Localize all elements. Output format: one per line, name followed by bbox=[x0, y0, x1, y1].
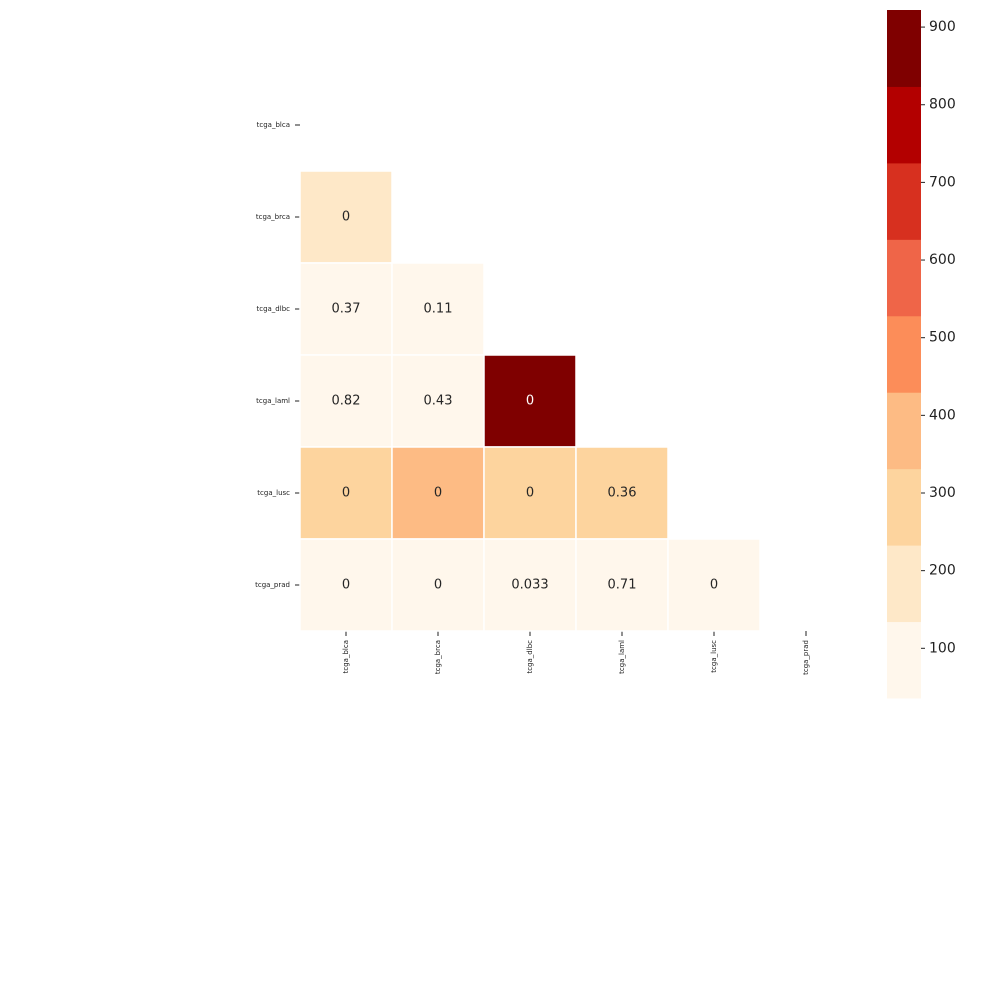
colorbar-tick-label: 800 bbox=[929, 97, 956, 113]
cell-annotation: 0 bbox=[526, 394, 534, 409]
cell-annotation: 0 bbox=[710, 578, 718, 593]
cell-annotation: 0.033 bbox=[511, 578, 548, 593]
cell-annotation: 0 bbox=[342, 210, 350, 225]
y-tick-label: tcga_brca bbox=[256, 213, 290, 221]
heatmap-cell bbox=[483, 446, 577, 540]
colorbar-band bbox=[887, 86, 921, 164]
colorbar-band bbox=[887, 621, 921, 699]
cell-annotation: 0 bbox=[342, 486, 350, 501]
colorbar-band bbox=[887, 392, 921, 470]
x-tick-label: tcga_blca bbox=[342, 640, 350, 673]
x-tick-label: tcga_dlbc bbox=[526, 640, 534, 674]
colorbar-tick-label: 400 bbox=[929, 407, 956, 423]
colorbar-tick-label: 300 bbox=[929, 485, 956, 501]
colorbar-tick-label: 700 bbox=[929, 174, 956, 190]
heatmap-cell bbox=[299, 354, 393, 448]
colorbar-tick-label: 600 bbox=[929, 252, 956, 268]
heatmap-cell bbox=[483, 538, 577, 632]
cell-annotation: 0 bbox=[342, 578, 350, 593]
heatmap-cell bbox=[299, 170, 393, 264]
cell-annotation: 0 bbox=[434, 578, 442, 593]
cell-annotation: 0.36 bbox=[608, 486, 637, 501]
y-tick-label: tcga_prad bbox=[255, 581, 290, 589]
colorbar-band bbox=[887, 468, 921, 546]
heatmap-cell bbox=[575, 446, 669, 540]
x-tick-label: tcga_lusc bbox=[710, 640, 718, 673]
cell-annotation: 0 bbox=[526, 486, 534, 501]
colorbar-tick-label: 200 bbox=[929, 563, 956, 579]
heatmap-cell bbox=[391, 262, 485, 356]
y-tick-label: tcga_laml bbox=[256, 397, 290, 405]
colorbar-tick-label: 500 bbox=[929, 330, 956, 346]
heatmap-cell bbox=[299, 538, 393, 632]
x-tick-label: tcga_brca bbox=[434, 640, 442, 674]
colorbar-tick-label: 900 bbox=[929, 19, 956, 35]
colorbar-band bbox=[887, 239, 921, 317]
y-tick-label: tcga_blca bbox=[257, 121, 290, 129]
colorbar-band bbox=[887, 10, 921, 87]
x-tick-label: tcga_prad bbox=[802, 640, 810, 675]
colorbar-band bbox=[887, 162, 921, 240]
y-tick-label: tcga_lusc bbox=[257, 489, 290, 497]
cell-annotation: 0.11 bbox=[424, 302, 453, 317]
heatmap-cell bbox=[299, 262, 393, 356]
colorbar-band bbox=[887, 545, 921, 623]
cell-annotation: 0.71 bbox=[608, 578, 637, 593]
cell-annotation: 0.82 bbox=[332, 394, 361, 409]
y-tick-label: tcga_dlbc bbox=[256, 305, 290, 313]
cell-annotation: 0 bbox=[434, 486, 442, 501]
heatmap-cell bbox=[667, 538, 761, 632]
x-tick-label: tcga_laml bbox=[618, 640, 626, 674]
heatmap-cell bbox=[299, 446, 393, 540]
heatmap-cell bbox=[575, 538, 669, 632]
heatmap-cell bbox=[391, 538, 485, 632]
colorbar-band bbox=[887, 315, 921, 393]
colorbar-tick-label: 100 bbox=[929, 640, 956, 656]
cell-annotation: 0.37 bbox=[332, 302, 361, 317]
cell-annotation: 0.43 bbox=[424, 394, 453, 409]
